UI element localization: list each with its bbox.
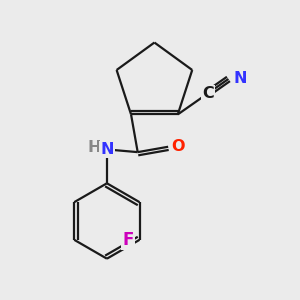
Text: N: N [100, 142, 114, 157]
Text: F: F [122, 231, 134, 249]
Text: H: H [88, 140, 101, 155]
Text: N: N [234, 71, 247, 86]
Text: C: C [202, 86, 214, 101]
Text: O: O [172, 139, 185, 154]
